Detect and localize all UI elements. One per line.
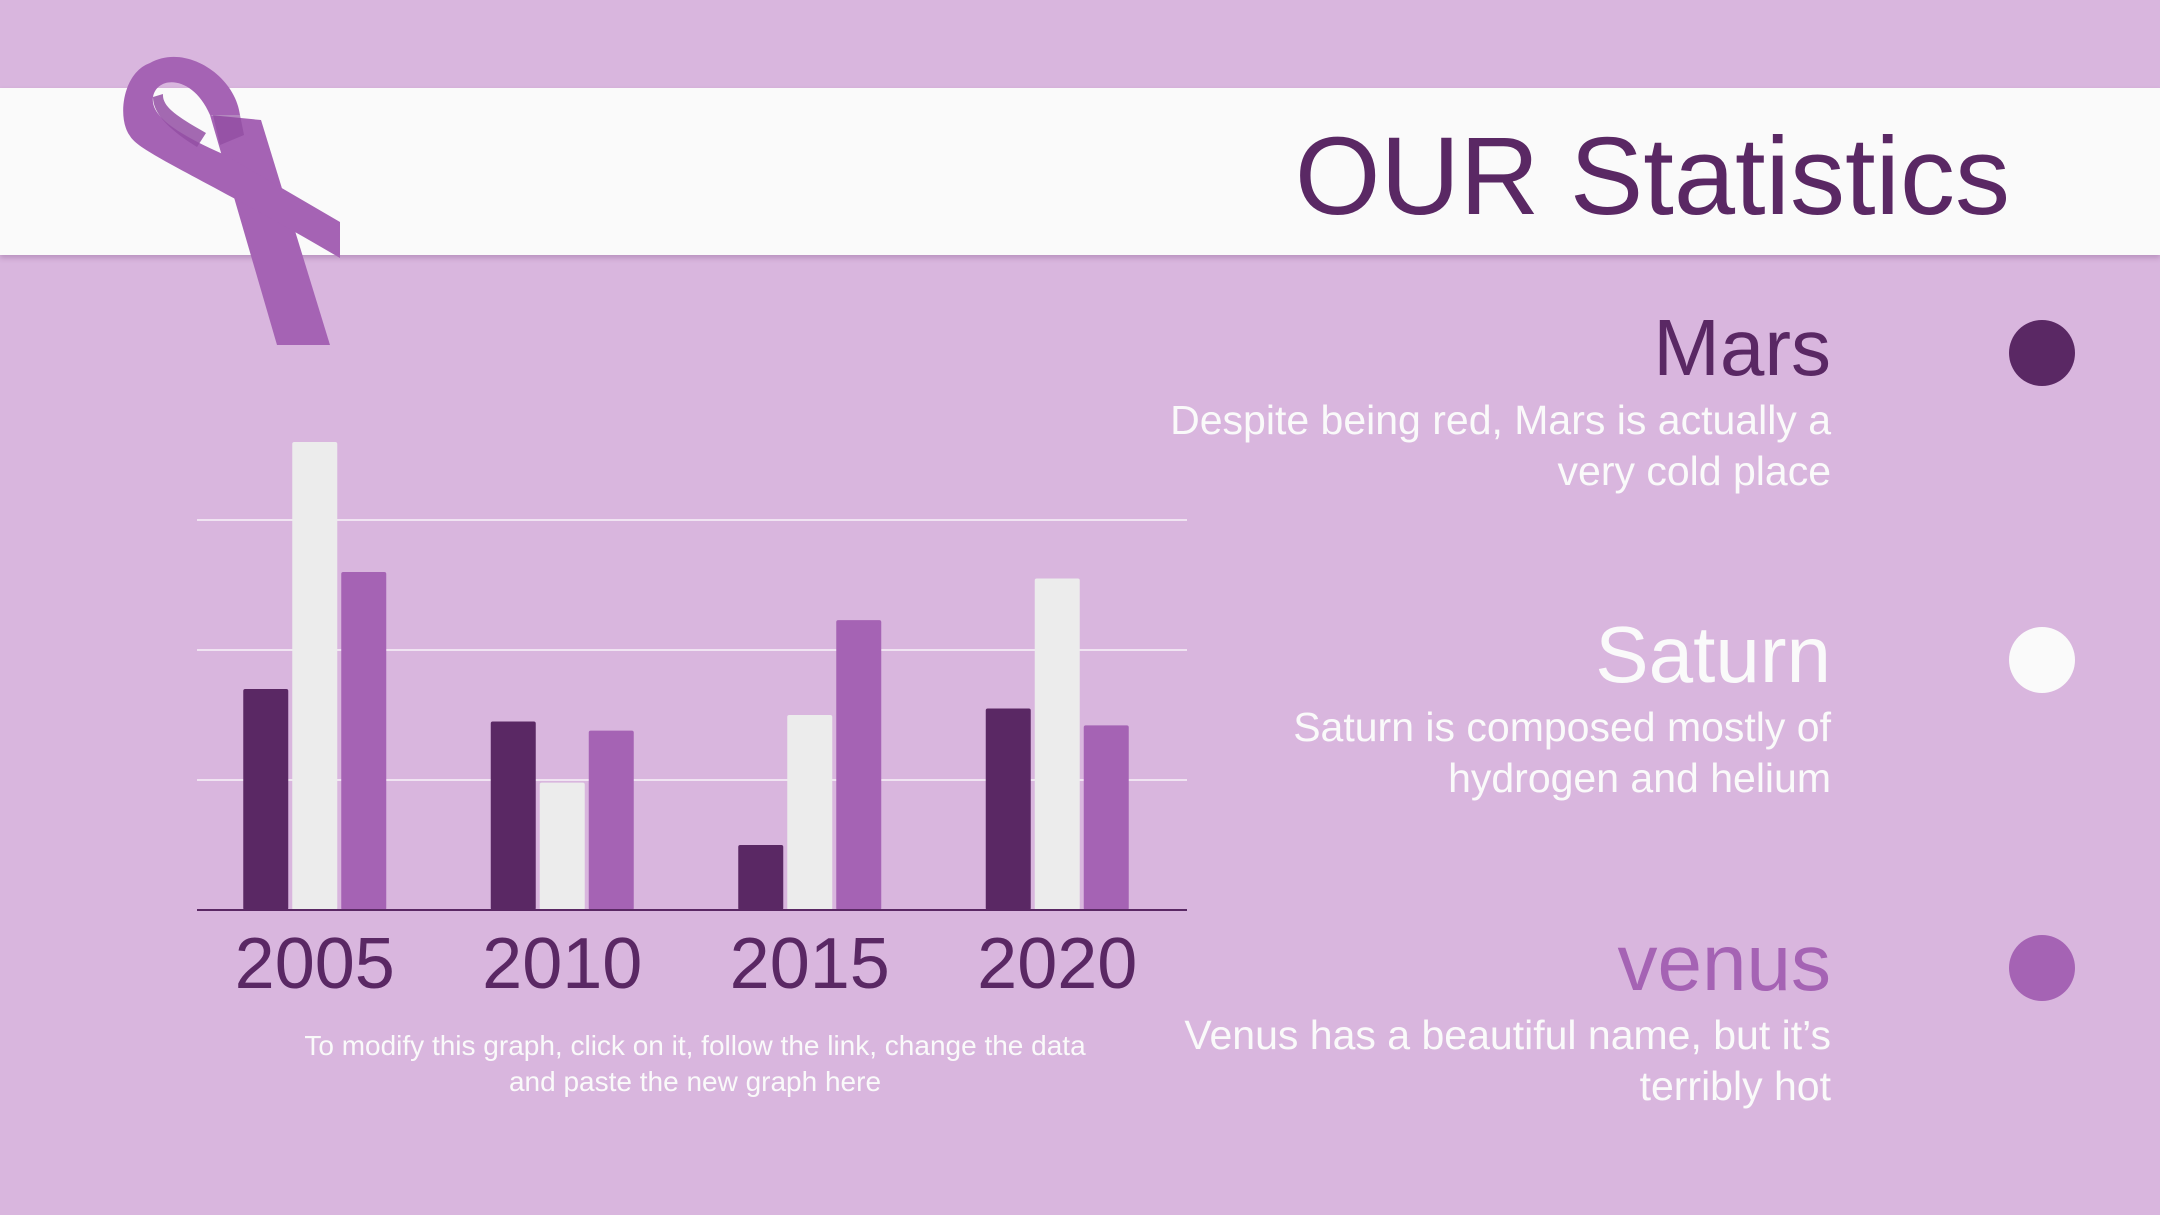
legend-dot (2009, 935, 2075, 1001)
legend-description: Venus has a beautiful name, but it’s ter… (1184, 1012, 1831, 1109)
bar-saturn-2005 (292, 442, 338, 910)
legend-dot (2009, 627, 2075, 693)
bar-venus-2020 (1083, 725, 1129, 910)
awareness-ribbon-icon (123, 56, 340, 345)
bar-chart: 2005 2010 2015 2020 (197, 442, 1187, 1004)
bar-mars-2010 (490, 721, 536, 910)
bar-saturn-2020 (1034, 578, 1080, 910)
title-band (0, 88, 2160, 255)
bar-venus-2010 (588, 730, 634, 910)
legend-name: venus (1617, 918, 1831, 1007)
bar-venus-2005 (341, 572, 387, 910)
chart-note: To modify this graph, click on it, follo… (304, 1030, 1086, 1097)
bar-mars-2020 (985, 708, 1031, 910)
bar-saturn-2015 (787, 715, 833, 910)
legend-description: Despite being red, Mars is actually a ve… (1170, 397, 1831, 494)
bar-venus-2015 (836, 620, 882, 910)
x-tick-label-2005: 2005 (235, 924, 395, 1004)
x-tick-label-2020: 2020 (977, 924, 1137, 1004)
bar-mars-2005 (243, 689, 289, 910)
x-tick-label-2015: 2015 (730, 924, 890, 1004)
bar-mars-2015 (738, 845, 784, 910)
bar-saturn-2010 (539, 782, 585, 910)
legend-item-venus: venus Venus has a beautiful name, but it… (1184, 918, 2075, 1188)
legend-name: Mars (1653, 303, 1831, 392)
slide-title: OUR Statistics (1294, 115, 2010, 238)
legend-dot (2009, 320, 2075, 386)
legend-item-saturn: Saturn Saturn is composed mostly of hydr… (1255, 610, 2075, 880)
legend-name: Saturn (1595, 610, 1831, 699)
x-tick-label-2010: 2010 (482, 924, 642, 1004)
legend-description: Saturn is composed mostly of hydrogen an… (1293, 704, 1831, 801)
legend-item-mars: Mars Despite being red, Mars is actually… (1170, 303, 2075, 573)
